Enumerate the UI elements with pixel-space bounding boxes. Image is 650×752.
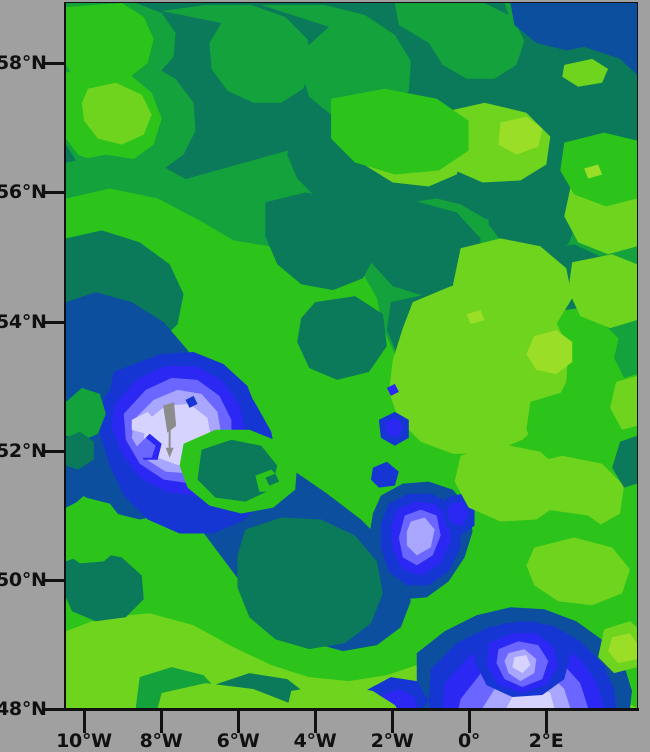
green-far-right-1 — [614, 328, 637, 378]
teal-irish-band — [197, 439, 278, 502]
green-right-tongue-1 — [526, 389, 631, 468]
xtick-mark-2w — [391, 711, 394, 733]
station-wind-barb-marker[interactable] — [163, 402, 177, 458]
bright-green-nw — [66, 3, 154, 85]
teal-ring-around-max — [66, 431, 94, 470]
teal-far-right — [612, 435, 637, 488]
ytick-mark-50 — [42, 579, 64, 582]
green-north-5 — [394, 3, 525, 79]
lime-right-2 — [568, 254, 637, 329]
xtick-mark-4w — [314, 711, 317, 733]
ytick-label-56: 56°N — [0, 181, 47, 203]
xtick-label-0: 0° — [457, 730, 481, 752]
lime-left-lower — [66, 621, 136, 686]
teal-mid-south — [237, 517, 383, 650]
speck-blue-2 — [386, 383, 399, 396]
lime-ne-sliver — [562, 58, 609, 87]
ytick-mark-58 — [42, 62, 64, 65]
lime-nw — [81, 82, 152, 145]
ytick-label-52: 52°N — [0, 440, 47, 462]
lime-right-lower — [526, 537, 631, 606]
teal-center-4 — [297, 296, 387, 380]
blue-small-blob-2 — [384, 417, 403, 438]
maximum-blob-sw-england — [368, 481, 475, 600]
xtick-label-2e: 2°E — [528, 730, 564, 752]
lime-center-lower — [454, 443, 565, 522]
xtick-mark-0 — [468, 711, 471, 733]
yellowgreen-blob — [526, 330, 573, 374]
speck-blue-1 — [185, 395, 198, 408]
maximum-blob-brittany — [474, 621, 571, 698]
ytick-label-54: 54°N — [0, 311, 47, 333]
speck-teal-1 — [265, 473, 280, 486]
lime-bottom-mid2 — [287, 683, 397, 708]
green-ring-around-max — [66, 387, 106, 442]
lime-central-2 — [452, 238, 573, 337]
bright-green-ne — [331, 88, 469, 175]
contour-field — [66, 3, 637, 708]
teal-center-2 — [362, 200, 481, 297]
teal-center-1 — [265, 192, 377, 291]
dark-blue-ne-2 — [510, 3, 605, 51]
lime-far-right — [610, 375, 637, 430]
contour-map-plot-area[interactable] — [65, 2, 638, 709]
xtick-mark-6w — [237, 711, 240, 733]
green-north-3 — [161, 4, 314, 103]
xtick-label-6w: 6°W — [216, 730, 260, 752]
green-left-lower — [66, 497, 124, 564]
teal-south-patch — [66, 551, 144, 622]
yellowgreen-br — [608, 633, 637, 664]
xtick-mark-2e — [545, 711, 548, 733]
xtick-label-8w: 8°W — [139, 730, 183, 752]
xtick-mark-8w — [160, 711, 163, 733]
ytick-mark-52 — [42, 450, 64, 453]
ytick-mark-54 — [42, 321, 64, 324]
lime-small-ne — [498, 116, 543, 155]
teal-right-1 — [488, 180, 579, 257]
xtick-mark-10w — [83, 711, 86, 733]
ytick-mark-48 — [42, 708, 64, 711]
ytick-mark-56 — [42, 191, 64, 194]
xtick-label-2w: 2°W — [370, 730, 414, 752]
xtick-label-4w: 4°W — [293, 730, 337, 752]
speck-yellowgreen-2 — [584, 164, 603, 179]
ytick-label-58: 58°N — [0, 52, 47, 74]
ytick-label-50: 50°N — [0, 569, 47, 591]
lime-left-bottom — [66, 667, 158, 708]
xtick-label-10w: 10°W — [56, 730, 112, 752]
y-axis-spine — [64, 2, 66, 710]
speck-yellowgreen — [466, 310, 485, 325]
ytick-label-48: 48°N — [0, 698, 47, 720]
blue-small-blob-3 — [370, 461, 399, 488]
lime-bottom-mid — [157, 683, 298, 708]
x-axis-spine — [64, 708, 639, 711]
